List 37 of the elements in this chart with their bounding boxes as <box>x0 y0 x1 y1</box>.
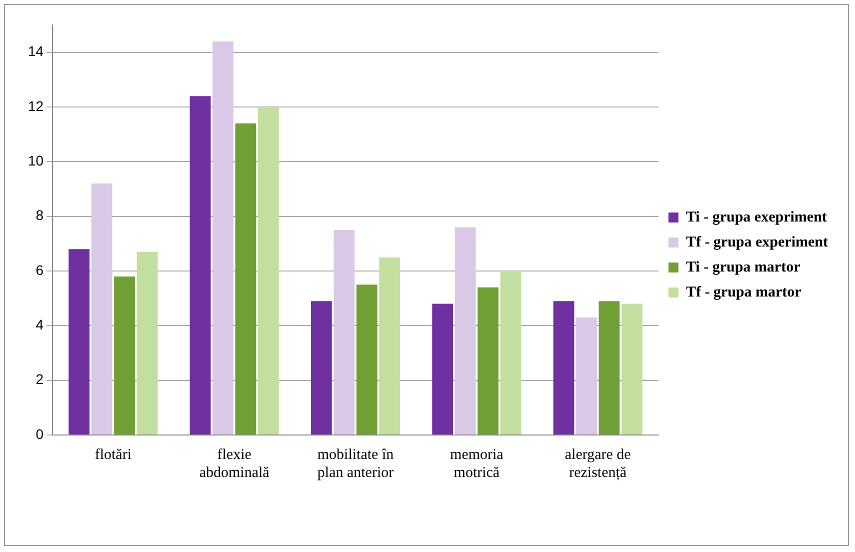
y-tick-label: 0 <box>36 426 44 442</box>
bar <box>310 301 332 434</box>
bar <box>334 230 355 434</box>
x-tick-label: flexie abdominală <box>199 446 270 481</box>
y-tick-label: 6 <box>36 262 44 278</box>
bar <box>212 41 234 434</box>
bar <box>478 287 498 434</box>
bar <box>235 123 256 434</box>
bar <box>598 301 620 434</box>
y-tick-label: 14 <box>28 43 44 60</box>
y-tick-label: 10 <box>28 152 44 169</box>
bar <box>432 304 454 434</box>
bar <box>68 249 90 434</box>
x-tick-label: flotări <box>94 446 132 463</box>
legend-label: Ti - grupa martor <box>686 259 801 276</box>
bar <box>379 257 400 434</box>
y-tick-label: 8 <box>36 207 44 224</box>
bar <box>454 227 476 434</box>
bar <box>190 96 211 434</box>
bar <box>621 304 642 434</box>
legend-label: Ti - grupa exepriment <box>686 209 827 226</box>
x-tick-label: memoria motrică <box>450 446 504 481</box>
bar <box>500 271 522 434</box>
y-tick-label: 4 <box>36 316 44 333</box>
legend-label: Tf - grupa martor <box>686 284 802 300</box>
bar <box>576 317 597 434</box>
x-tick-label: mobilitate în plan anterior <box>317 446 394 481</box>
bar <box>136 252 158 434</box>
bar <box>258 107 279 434</box>
legend-label: Tf - grupa experiment <box>686 234 828 250</box>
y-tick-label: 12 <box>28 98 44 114</box>
bar <box>91 184 112 434</box>
bar <box>553 301 574 434</box>
bar <box>356 284 378 434</box>
y-tick-label: 2 <box>36 371 44 388</box>
x-tick-label: alergare de rezistență <box>564 446 632 481</box>
bar <box>114 276 135 434</box>
